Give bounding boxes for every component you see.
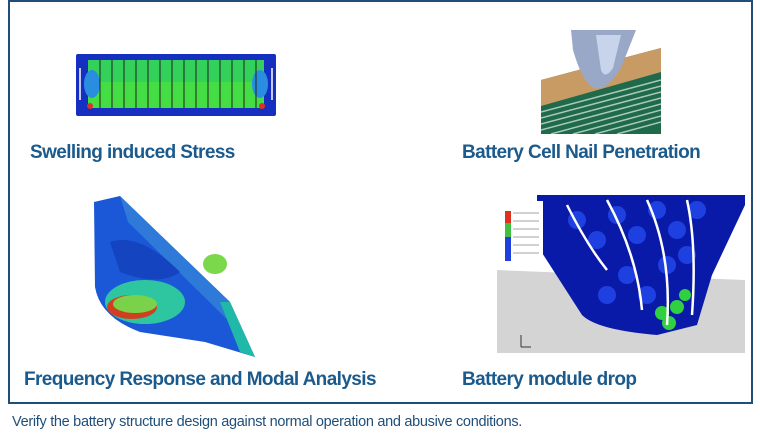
nail-penetration-image [541,30,661,134]
panel-label-swelling: Swelling induced Stress [30,142,235,163]
modal-analysis-image [94,196,255,357]
swelling-stress-image [76,54,276,116]
panel-label-nail: Battery Cell Nail Penetration [462,142,701,163]
panel-label-frequency: Frequency Response and Modal Analysis [24,369,377,390]
figure-caption: Verify the battery structure design agai… [12,414,523,430]
figure-frame [8,0,753,404]
module-drop-image [497,195,745,353]
panel-label-drop: Battery module drop [462,369,637,390]
